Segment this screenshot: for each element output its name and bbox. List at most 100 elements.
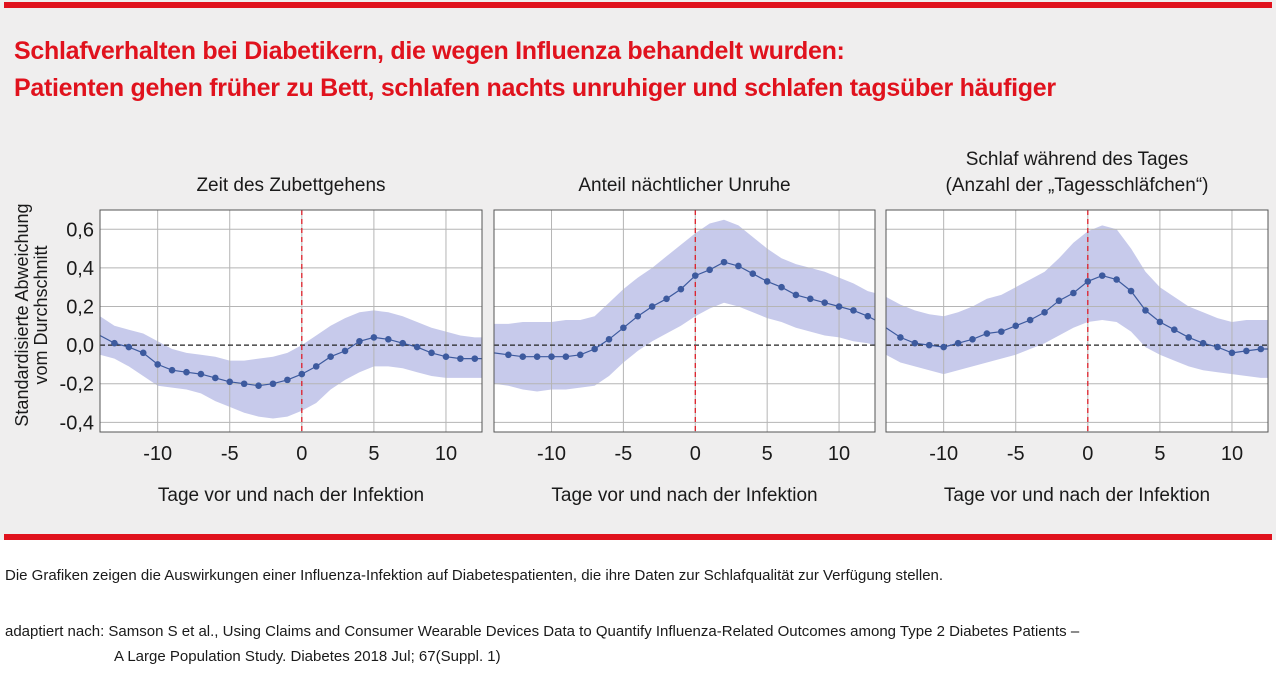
data-point [168, 366, 176, 374]
x-tick-label: 10 [1221, 443, 1243, 465]
data-point [691, 272, 699, 279]
data-point [312, 363, 320, 370]
x-axis-label: Tage vor und nach der Infektion [944, 485, 1210, 506]
data-point [413, 343, 421, 351]
data-point [1084, 278, 1092, 285]
data-point [1113, 276, 1120, 283]
data-point [969, 336, 976, 343]
data-point [821, 299, 828, 306]
data-point [255, 382, 262, 389]
data-point [356, 337, 363, 345]
data-point [505, 351, 512, 359]
chart-panel-1: -10 -5 0 5 10 Tage vor und nach der Infektion… [60, 175, 483, 506]
data-point [1012, 322, 1020, 330]
data-point [562, 353, 570, 361]
figure-panel: Schlafverhalten bei Diabetikern, die weg… [0, 0, 1276, 540]
data-point [940, 343, 947, 351]
source-line-2: A Large Population Study. Diabetes 2018 … [114, 648, 501, 665]
data-point [634, 312, 642, 320]
x-tick-label: 10 [828, 443, 850, 465]
series-line [493, 261, 876, 358]
y-tick-label: -0,4 [60, 412, 94, 434]
data-point [1214, 343, 1221, 351]
data-point [720, 258, 728, 266]
x-tick-label: -5 [614, 443, 632, 465]
data-point [1127, 287, 1135, 295]
data-point [1098, 272, 1106, 279]
data-point [850, 307, 857, 314]
data-point [648, 303, 656, 310]
x-axis-label: Tage vor und nach der Infektion [158, 485, 424, 506]
y-tick-label: 0,0 [66, 335, 94, 357]
data-point [1026, 316, 1034, 324]
data-point [677, 285, 685, 293]
data-point [807, 295, 814, 303]
x-tick-label: 0 [296, 443, 307, 465]
data-point [605, 336, 613, 343]
data-point [1055, 297, 1063, 305]
confidence-band [494, 219, 875, 392]
chart-title-line-1: Schlafverhalten bei Diabetikern, die weg… [14, 37, 845, 65]
series-line [885, 274, 1268, 354]
data-point [897, 334, 904, 341]
data-point [533, 353, 541, 361]
panel-title-line-1: Schlaf während des Tages [966, 149, 1189, 170]
data-point [442, 353, 450, 361]
x-tick-label: 0 [690, 443, 701, 465]
data-point [457, 355, 464, 362]
panel-title-line-1: Anteil nächtlicher Unruhe [578, 175, 790, 196]
data-point [284, 376, 291, 384]
data-point [663, 295, 670, 303]
x-tick-label: 5 [762, 443, 773, 465]
data-point [1199, 339, 1207, 347]
series-line [99, 334, 482, 387]
panel-title-line-2: (Anzahl der „Tagesschläfchen“) [946, 175, 1209, 196]
data-point [139, 349, 147, 357]
data-point [125, 343, 133, 351]
data-point [925, 341, 933, 349]
data-point [1142, 307, 1149, 314]
data-point [576, 351, 584, 359]
data-point [341, 347, 349, 355]
data-point [428, 349, 435, 357]
data-point [298, 370, 306, 378]
data-point [911, 339, 919, 347]
source-line-1: adaptiert nach: Samson S et al., Using C… [5, 623, 1080, 640]
data-point [835, 303, 843, 310]
data-point [983, 330, 991, 337]
x-tick-label: 5 [368, 443, 379, 465]
panel-title-line-1: Zeit des Zubettgehens [196, 175, 385, 196]
x-tick-label: 5 [1154, 443, 1165, 465]
data-point [269, 380, 277, 388]
data-point [591, 345, 598, 353]
top-red-rule [4, 2, 1272, 8]
data-point [1257, 345, 1265, 353]
data-point [471, 355, 479, 362]
plot-frame [885, 209, 1269, 433]
confidence-band [886, 225, 1268, 378]
data-point [864, 312, 872, 320]
chart-panel-2: -10 -5 0 5 10 Tage vor und nach der Infektion… [493, 175, 876, 506]
data-point [183, 368, 190, 376]
data-point [763, 278, 771, 285]
data-point [735, 262, 742, 270]
y-tick-label: 0,6 [66, 219, 94, 241]
data-point [548, 353, 555, 361]
data-point [240, 380, 248, 388]
data-point [749, 270, 757, 278]
x-tick-label: -10 [143, 443, 172, 465]
data-point [1041, 309, 1048, 316]
data-point [1070, 289, 1077, 297]
y-tick-label: -0,2 [60, 374, 94, 396]
data-point [212, 374, 219, 382]
data-point [954, 339, 962, 347]
data-point [1243, 347, 1250, 355]
data-point [385, 336, 392, 343]
x-tick-label: 10 [435, 443, 457, 465]
x-tick-label: 0 [1082, 443, 1093, 465]
data-point [399, 339, 407, 347]
x-tick-label: -5 [221, 443, 239, 465]
plot-frame [493, 209, 876, 433]
x-tick-label: -10 [929, 443, 958, 465]
data-point [778, 283, 785, 291]
